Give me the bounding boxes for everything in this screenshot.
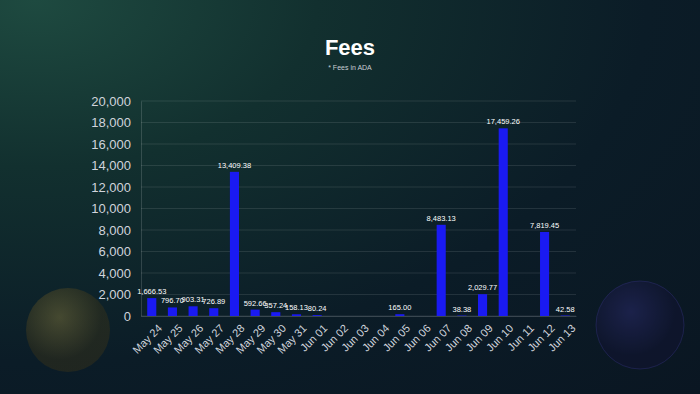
data-label: 38.38 [452,305,471,314]
y-tick: 8,000 [98,223,141,238]
subtitle: * Fees in ADA [328,64,372,71]
data-label: 7,819.45 [530,221,559,230]
bar [313,315,322,316]
bar [292,314,301,316]
bar [457,315,466,316]
bar [561,315,570,316]
decor-coin [26,288,110,372]
y-axis-line [141,102,142,317]
y-tick-label: 4,000 [98,266,131,281]
data-label: 165.00 [388,303,411,312]
bar [437,225,446,316]
grid-line [141,251,576,252]
bars [147,128,570,316]
bar [168,307,177,316]
data-label: 726.89 [202,297,225,306]
data-label: 796.70 [161,296,184,305]
data-label: 13,409.38 [218,161,251,170]
grid-line [141,165,576,166]
bar [499,128,508,316]
bar [189,306,198,316]
x-tick: Jun 13 [546,316,578,354]
grid-line [141,273,576,274]
data-label: 80.24 [308,304,327,313]
data-label: 2,029.77 [468,283,497,292]
y-tick-label: 10,000 [91,201,131,216]
y-tick: 10,000 [91,201,141,216]
y-tick: 14,000 [91,158,141,173]
grid-line [141,144,576,145]
x-axis-line [142,316,577,317]
grid-line [141,101,576,102]
data-label: 592.66 [244,299,267,308]
data-label: 903.31 [182,295,205,304]
y-tick: 6,000 [98,244,141,259]
y-tick-label: 2,000 [98,287,131,302]
y-tick-label: 8,000 [98,223,131,238]
y-tick-label: 18,000 [91,115,131,130]
bar [540,232,549,316]
bar [147,298,156,316]
y-axis: 0 2,000 4,000 6,000 8,000 10,000 12,000 14,000 1… [91,94,141,324]
y-tick: 4,000 [98,266,141,281]
data-label: 17,459.26 [487,117,520,126]
bar [271,312,280,316]
y-tick: 16,000 [91,137,141,152]
y-tick-label: 20,000 [91,94,131,109]
y-tick: 20,000 [91,94,141,109]
x-axis: May 24May 25May 26May 27May 28May 29May … [130,316,577,356]
bar [230,172,239,316]
grid-line [141,230,576,231]
grid-line [141,187,576,188]
y-tick-label: 16,000 [91,137,131,152]
y-tick-label: 6,000 [98,244,131,259]
y-tick: 2,000 [98,287,141,302]
bar [395,314,404,316]
bar [478,294,487,316]
grid-line [141,316,576,317]
decor-coin [596,281,684,369]
chart: Fees * Fees in ADA 0 2,000 4,000 6,000 8,000 10… [0,0,700,394]
data-label: 1,666.53 [137,287,166,296]
grid-line [141,294,576,295]
grid [141,101,576,316]
data-label: 158.13 [285,303,308,312]
data-label: 42.58 [556,305,575,314]
grid-line [141,208,576,209]
y-tick-label: 12,000 [91,180,131,195]
y-tick-label: 0 [124,309,131,324]
data-labels: 1,666.53796.70903.31726.89 13,409.38 592.6… [137,117,574,313]
x-tick-label: Jun 13 [546,322,578,354]
data-label: 8,483.13 [427,214,456,223]
data-label: 357.24 [264,301,287,310]
title: Fees [325,35,375,60]
y-tick-label: 14,000 [91,158,131,173]
y-tick: 0 [124,309,141,324]
y-tick: 12,000 [91,180,141,195]
bar [251,310,260,316]
y-tick: 18,000 [91,115,141,130]
bar [209,308,218,316]
